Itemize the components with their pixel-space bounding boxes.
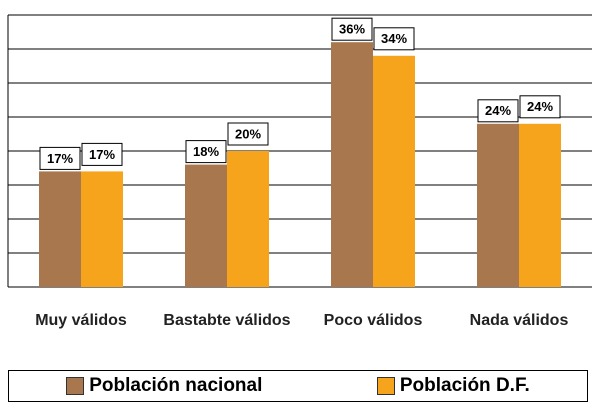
value-label-box xyxy=(39,146,81,170)
x-tick-label: Muy válidos xyxy=(35,312,127,329)
bar xyxy=(227,151,269,287)
value-label: 34% xyxy=(381,31,407,46)
bar xyxy=(519,123,561,287)
x-tick-label: Nada válidos xyxy=(469,312,569,329)
value-label-box xyxy=(227,122,269,146)
legend-label: Población nacional xyxy=(89,375,263,396)
bar xyxy=(185,164,227,287)
bar xyxy=(39,171,81,287)
legend-item: Población D.F. xyxy=(376,375,530,397)
bar xyxy=(331,42,373,288)
bar xyxy=(477,123,519,287)
legend: Población nacional Población D.F. xyxy=(8,370,588,402)
legend-item: Población nacional xyxy=(66,375,262,397)
legend-label: Población D.F. xyxy=(399,375,530,396)
value-label: 17% xyxy=(47,151,73,166)
value-label-box xyxy=(373,27,415,51)
bar xyxy=(81,171,123,287)
legend-swatch xyxy=(376,377,395,395)
x-tick-label: Bastabte válidos xyxy=(163,312,291,329)
value-label-box xyxy=(81,142,123,166)
value-label: 24% xyxy=(485,103,511,118)
bar xyxy=(373,55,415,287)
value-label-box xyxy=(519,95,561,119)
value-label: 24% xyxy=(527,99,553,114)
x-tick-label: Poco válidos xyxy=(323,312,423,329)
value-label: 36% xyxy=(339,22,365,37)
legend-swatch xyxy=(66,377,85,395)
value-label-box xyxy=(477,99,519,123)
value-label: 17% xyxy=(89,147,115,162)
value-label: 18% xyxy=(193,144,219,159)
value-label: 20% xyxy=(235,126,261,141)
value-label-box xyxy=(331,17,373,41)
value-label-box xyxy=(185,140,227,164)
